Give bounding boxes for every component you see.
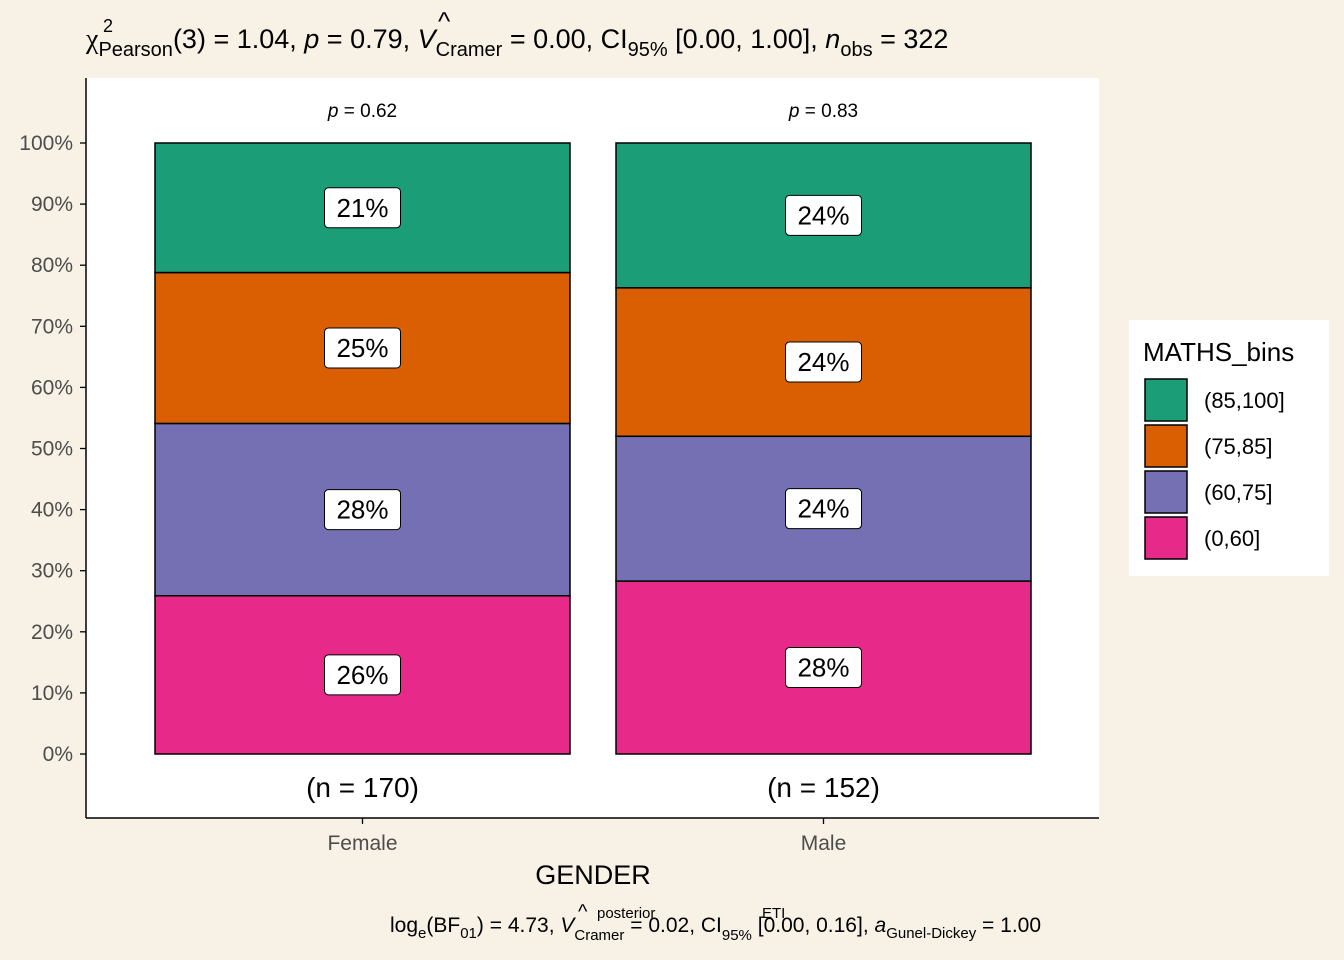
title-n-sub: obs (840, 39, 872, 61)
y-tick-label: 40% (31, 499, 73, 522)
legend-label: (85,100] (1204, 388, 1285, 413)
x-tick-label: Male (801, 832, 847, 855)
bar-label-box (324, 654, 401, 696)
y-tick-label: 70% (31, 315, 73, 338)
caption-v-val: = 0.02, CI (624, 914, 721, 937)
y-tick-label: 60% (31, 376, 73, 399)
title-ci-text: [0.00, 1.00], (668, 24, 826, 54)
caption-bf-val: ) = 4.73, (477, 914, 560, 937)
legend-title: MATHS_bins (1143, 337, 1294, 367)
title-p-text: = 0.79, (319, 24, 417, 54)
title-v-sub: Cramer (436, 39, 503, 61)
caption-a-label: a (875, 914, 887, 937)
legend-label: (0,60] (1204, 526, 1260, 551)
legend-swatch (1144, 424, 1188, 468)
caption-v-sub: Cramer (574, 927, 624, 944)
bar-label: 25% (336, 333, 388, 363)
bar-label: 24% (797, 494, 849, 524)
legend-items: (85,100] (75,85] (60,75] (0,60] (1144, 378, 1285, 560)
legend-swatch (1144, 516, 1188, 560)
chart-title: χPearson(3) = 1.04, p = 0.79, VCramer = … (85, 24, 948, 61)
caption-v-sup: posterior (597, 905, 655, 922)
category-count: (n = 152) (767, 772, 880, 803)
legend-label: (60,75] (1204, 480, 1273, 505)
legend-label: (75,85] (1204, 434, 1273, 459)
title-v-label: V (418, 24, 439, 54)
title-p-label: p (303, 24, 319, 54)
bar-segment (154, 422, 571, 597)
title-ci-sub: 95% (628, 39, 668, 61)
bar-label-box (785, 194, 862, 236)
category-p-value: p = 0.62 (327, 101, 397, 122)
bar-label: 28% (336, 495, 388, 525)
bar-label-box (324, 489, 401, 531)
y-tick-label: 90% (31, 193, 73, 216)
caption-bf-sub: 01 (460, 925, 477, 942)
title-n-label: n (825, 24, 840, 54)
legend-swatch (1144, 470, 1188, 514)
bar-label: 24% (797, 200, 849, 230)
category-count: (n = 170) (306, 772, 419, 803)
title-df: (3) = 1.04, (173, 24, 304, 54)
bar-label: 26% (336, 660, 388, 690)
y-tick-label: 80% (31, 254, 73, 277)
bar-label: 28% (797, 653, 849, 683)
caption-a-val: = 1.00 (976, 914, 1041, 937)
y-tick-label: 30% (31, 560, 73, 583)
category-annotations: p = 0.62 (n = 170) Female p = 0.83 (n = 152)… (306, 101, 880, 855)
y-tick-label: 50% (31, 438, 73, 461)
bar-label: 21% (336, 193, 388, 223)
bar-label-box (785, 647, 862, 689)
caption-v-label: V (560, 914, 576, 937)
category-p-label: p (788, 101, 800, 122)
category-p-label: p (327, 101, 339, 122)
title-chi-sub: Pearson (98, 39, 173, 61)
chart-caption: loge(BF01) = 4.73, VCramer = 0.02, CI95%… (390, 914, 1041, 944)
y-ticks: 0% 10% 20% 30% 40% 50% 60% 70% 80% 90% 100% (19, 132, 86, 766)
title-chi: χ (85, 24, 99, 55)
caption-a-sub: Gunel-Dickey (886, 925, 977, 942)
legend-swatch (1144, 378, 1188, 422)
caption-v-hat: ^ (578, 901, 588, 923)
category-p-value: p = 0.83 (788, 101, 858, 122)
x-axis-title: GENDER (535, 860, 651, 890)
title-chi-sup: 2 (103, 16, 113, 36)
y-tick-label: 0% (43, 743, 73, 766)
caption-bf: (BF (426, 914, 460, 937)
legend: MATHS_bins (85,100] (75,85] (60,75] (0,60] (1129, 320, 1329, 576)
category-p-text: = 0.62 (338, 101, 397, 122)
bar-labels: 26% 28% 28% 24% 25% 24% 21% 24% (324, 187, 862, 696)
bar-label-box (785, 341, 862, 383)
y-tick-label: 20% (31, 621, 73, 644)
title-v-text: = 0.00, CI (502, 24, 627, 54)
caption-ci-val: [0.00, 0.16], (752, 914, 875, 937)
bar-label-box (324, 327, 401, 369)
y-tick-label: 10% (31, 682, 73, 705)
title-n-text: = 322 (873, 24, 949, 54)
bar-label-box (324, 187, 401, 229)
caption-ci-sub: 95% (722, 927, 752, 944)
caption-log-sub: e (418, 925, 426, 942)
caption-ci-sup: ETI (762, 905, 785, 922)
bar-label: 24% (797, 347, 849, 377)
category-p-text: = 0.83 (799, 101, 858, 122)
bar-label-box (785, 488, 862, 530)
x-tick-label: Female (327, 832, 397, 855)
caption-log: log (390, 914, 418, 937)
y-tick-label: 100% (19, 132, 73, 155)
title-v-hat: ^ (438, 6, 451, 36)
